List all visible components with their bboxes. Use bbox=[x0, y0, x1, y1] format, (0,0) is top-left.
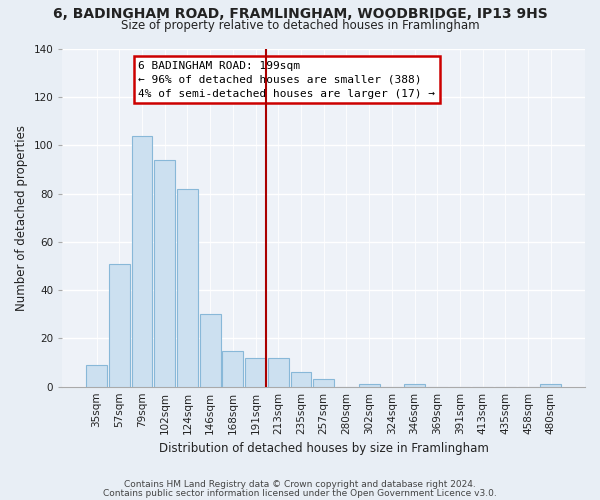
Bar bbox=[109, 264, 130, 386]
Text: Contains HM Land Registry data © Crown copyright and database right 2024.: Contains HM Land Registry data © Crown c… bbox=[124, 480, 476, 489]
Bar bbox=[541, 384, 561, 386]
Bar bbox=[359, 384, 380, 386]
Text: 6, BADINGHAM ROAD, FRAMLINGHAM, WOODBRIDGE, IP13 9HS: 6, BADINGHAM ROAD, FRAMLINGHAM, WOODBRID… bbox=[53, 8, 547, 22]
Y-axis label: Number of detached properties: Number of detached properties bbox=[15, 125, 28, 311]
Text: Size of property relative to detached houses in Framlingham: Size of property relative to detached ho… bbox=[121, 19, 479, 32]
Bar bbox=[177, 189, 198, 386]
Text: Contains public sector information licensed under the Open Government Licence v3: Contains public sector information licen… bbox=[103, 489, 497, 498]
Bar bbox=[268, 358, 289, 386]
Bar bbox=[313, 380, 334, 386]
Text: 6 BADINGHAM ROAD: 199sqm
← 96% of detached houses are smaller (388)
4% of semi-d: 6 BADINGHAM ROAD: 199sqm ← 96% of detach… bbox=[138, 61, 435, 99]
Bar bbox=[245, 358, 266, 386]
Bar bbox=[86, 365, 107, 386]
X-axis label: Distribution of detached houses by size in Framlingham: Distribution of detached houses by size … bbox=[159, 442, 488, 455]
Bar bbox=[290, 372, 311, 386]
Bar bbox=[200, 314, 221, 386]
Bar bbox=[154, 160, 175, 386]
Bar bbox=[131, 136, 152, 386]
Bar bbox=[404, 384, 425, 386]
Bar bbox=[223, 350, 243, 386]
